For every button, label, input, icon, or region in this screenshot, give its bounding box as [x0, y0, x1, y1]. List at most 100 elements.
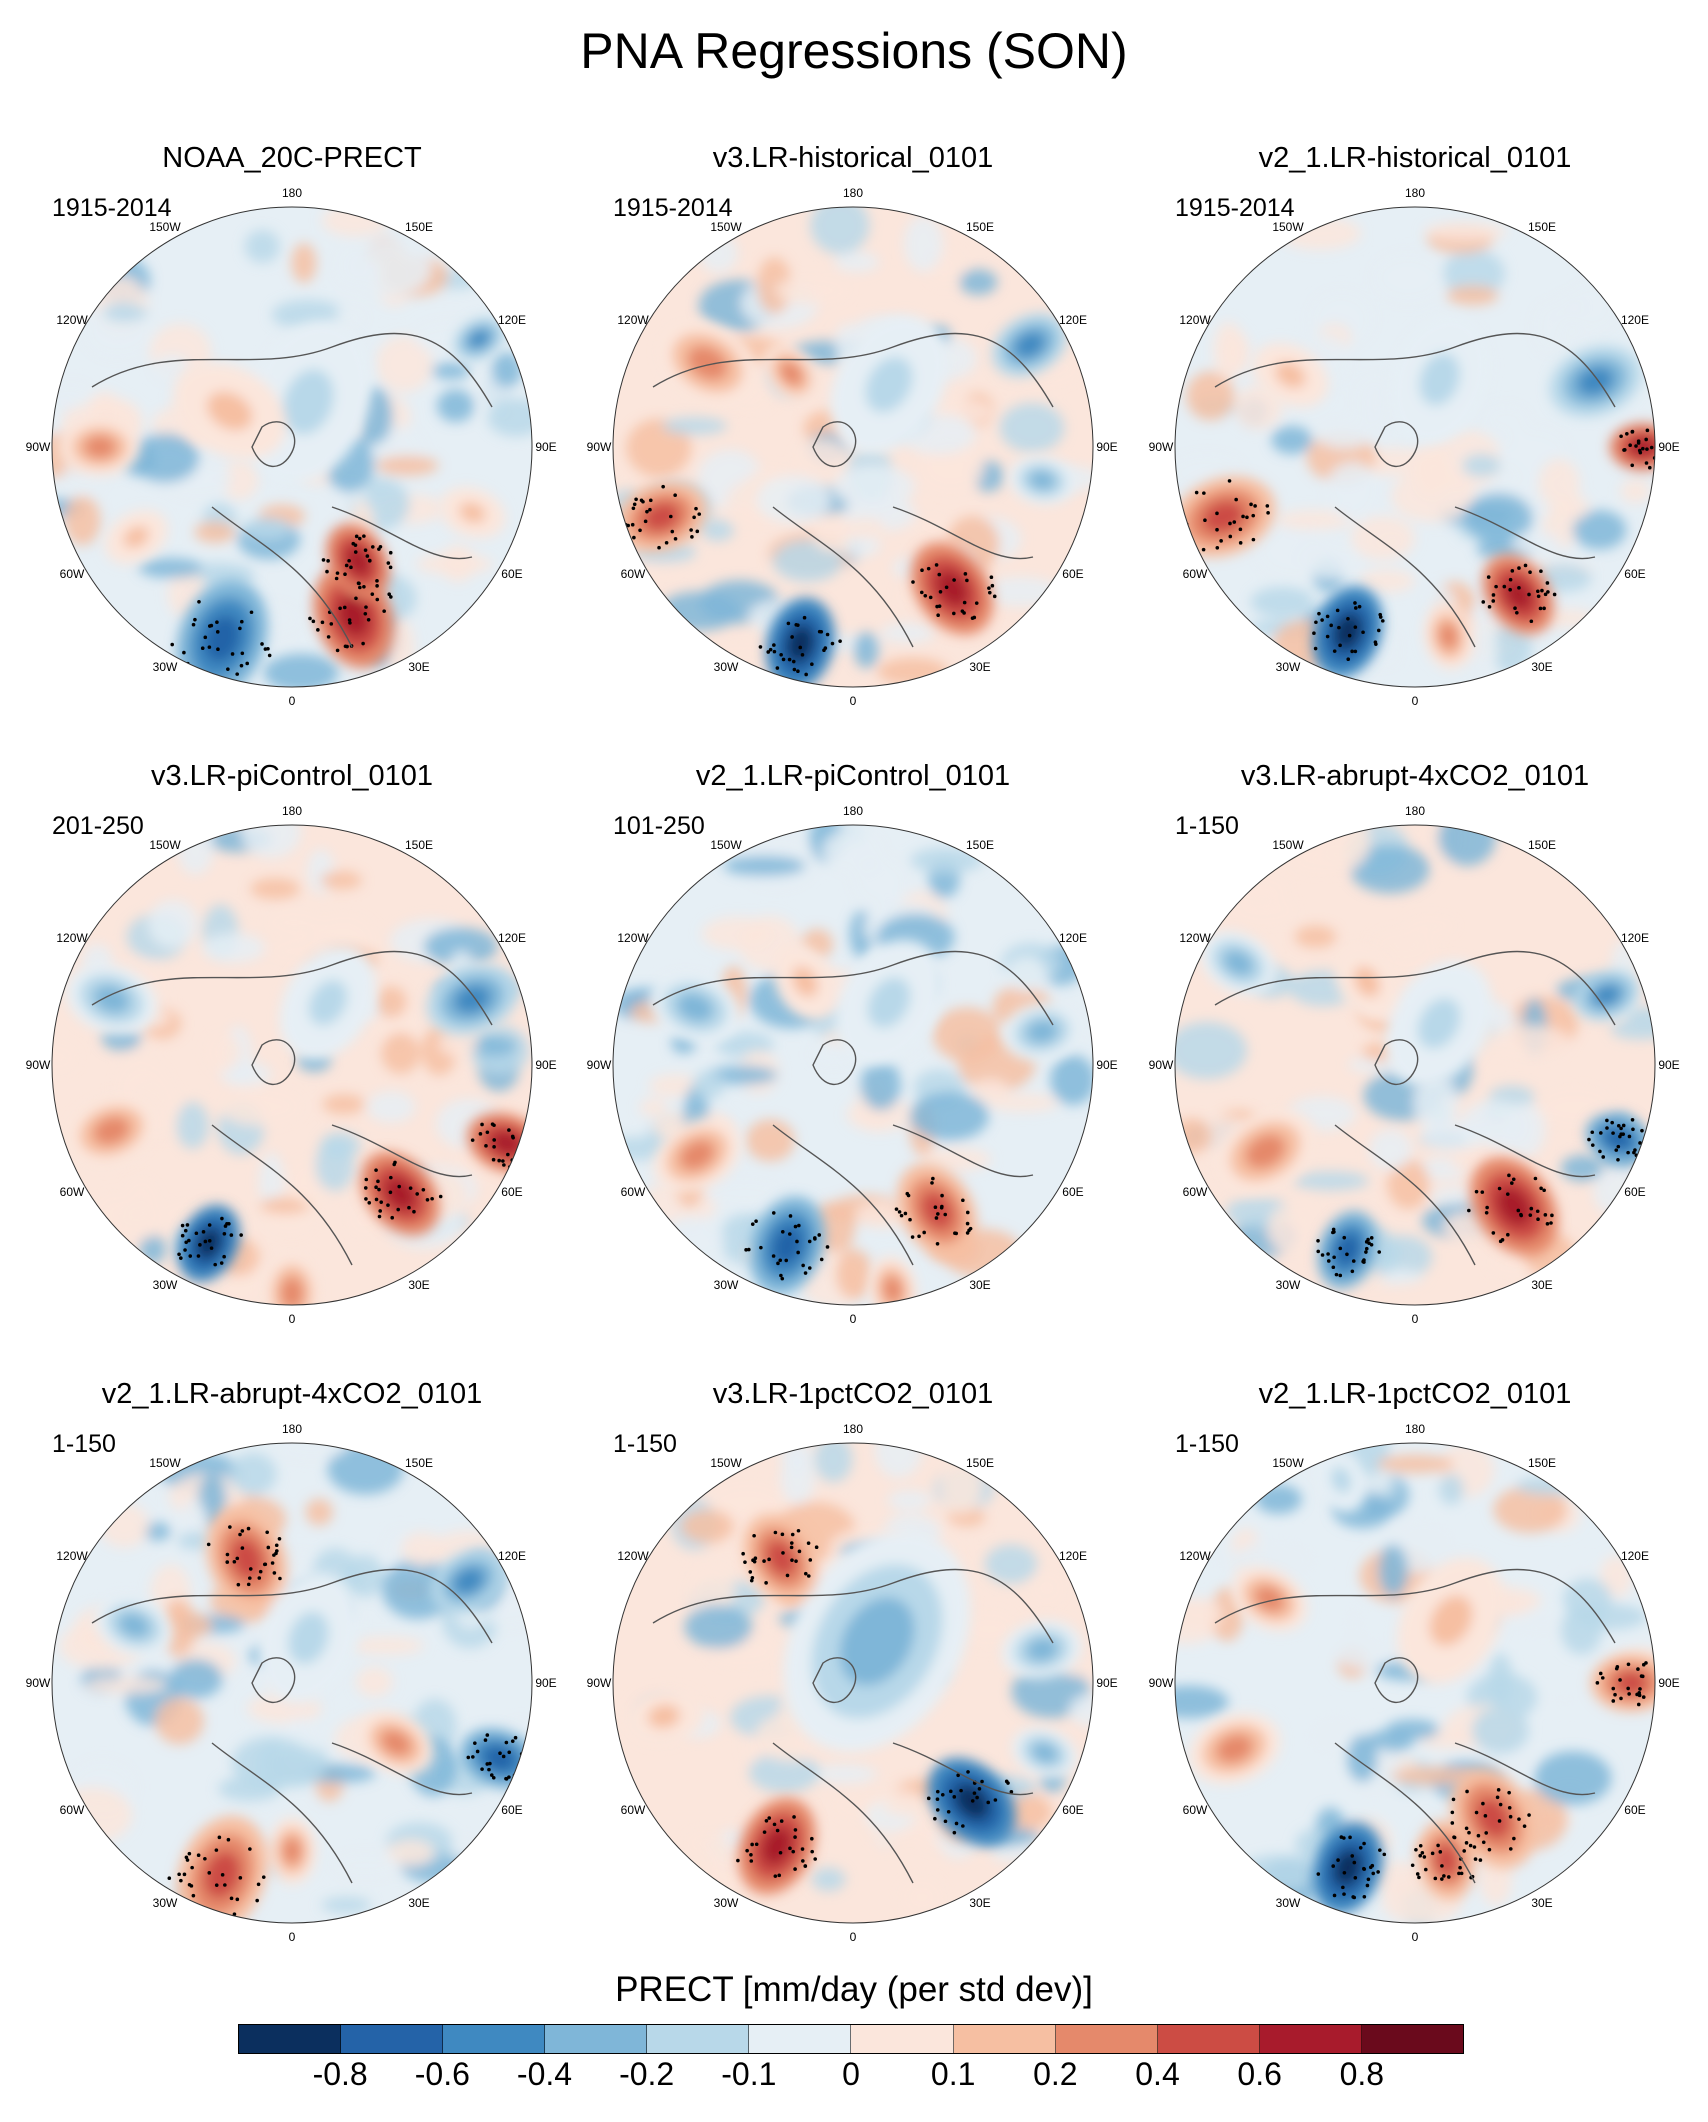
significance-dot [1542, 1188, 1546, 1193]
significance-dot [1314, 620, 1318, 625]
significance-dot [408, 1186, 413, 1190]
longitude-label: 150E [966, 220, 994, 234]
significance-dot [272, 1553, 276, 1557]
significance-dot [386, 1203, 390, 1207]
significance-dot [1485, 1205, 1489, 1210]
significance-dot [228, 1525, 232, 1529]
map-panel: v2_1.LR-abrupt-4xCO2_0101 1-150 180 150E 120… [12, 1378, 572, 1968]
significance-dot [1598, 1671, 1603, 1676]
panel-title: NOAA_20C-PRECT [162, 142, 422, 174]
significance-dot [1326, 1259, 1331, 1263]
significance-dot [648, 507, 652, 512]
significance-dot [1523, 563, 1528, 568]
significance-dot [1468, 1843, 1473, 1848]
significance-dot [1353, 1875, 1358, 1880]
significance-dot [1312, 631, 1316, 636]
significance-dot [938, 589, 943, 594]
significance-dot [946, 1809, 951, 1814]
significance-dot [370, 545, 375, 549]
map-boundary [51, 1442, 533, 1924]
significance-dot [1601, 1155, 1606, 1159]
significance-dot [780, 1276, 785, 1281]
significance-dot [1495, 1795, 1500, 1800]
significance-dot [1618, 1678, 1622, 1682]
significance-dot [771, 1254, 776, 1258]
significance-dot [1249, 502, 1253, 507]
significance-dot [240, 651, 245, 656]
significance-dot [1348, 1835, 1352, 1840]
significance-dot [806, 1574, 811, 1578]
significance-dot [389, 595, 393, 599]
significance-dot [956, 1773, 960, 1778]
significance-dot [1552, 592, 1557, 597]
significance-dot [326, 635, 331, 639]
significance-dot [948, 1789, 953, 1794]
significance-dot [1508, 1814, 1513, 1819]
significance-dot [274, 1543, 279, 1548]
significance-dot [819, 629, 824, 634]
significance-dot [952, 1830, 957, 1835]
panel-period: 1915-2014 [613, 194, 733, 222]
longitude-label: 30W [714, 1278, 739, 1292]
significance-dot [392, 1162, 397, 1167]
significance-dot [438, 1194, 443, 1199]
significance-dot [1611, 1131, 1615, 1135]
significance-dot [779, 1273, 783, 1278]
significance-dot [334, 576, 339, 581]
significance-dot [784, 1258, 789, 1263]
significance-dot [344, 563, 349, 568]
significance-dot [669, 514, 673, 519]
significance-dot [347, 618, 352, 622]
significance-dot [1338, 1246, 1343, 1251]
significance-dot [1228, 521, 1232, 526]
significance-dot [374, 1185, 378, 1190]
significance-dot [1619, 1126, 1623, 1131]
colorbar-tick-label: 0.6 [1237, 2056, 1282, 2092]
significance-dot [1633, 1148, 1637, 1152]
significance-dot [378, 1209, 382, 1213]
significance-dot [645, 509, 649, 514]
significance-dot [894, 1207, 899, 1211]
significance-dot [379, 1200, 384, 1204]
significance-dot [780, 1532, 785, 1537]
significance-dot [421, 1187, 426, 1192]
significance-dot [215, 620, 219, 625]
significance-dot [1519, 1212, 1523, 1217]
significance-dot [1595, 1681, 1600, 1685]
significance-dot [1507, 1805, 1512, 1810]
significance-dot [801, 1859, 805, 1863]
significance-dot [1506, 1232, 1510, 1237]
longitude-label: 0 [850, 1930, 857, 1944]
significance-dot [1347, 633, 1352, 638]
significance-dot [386, 561, 391, 565]
significance-dot [248, 1576, 252, 1580]
significance-dot [527, 1743, 532, 1747]
significance-dot [749, 1859, 754, 1863]
significance-dot [1605, 1126, 1609, 1130]
significance-dot [239, 619, 244, 624]
significance-dot [1452, 1835, 1456, 1839]
significance-dot [1251, 513, 1256, 518]
significance-dot [1536, 589, 1540, 594]
significance-dot [775, 1828, 780, 1833]
longitude-label: 120W [1179, 1549, 1211, 1563]
significance-dot [792, 667, 797, 672]
significance-dot [347, 558, 351, 563]
significance-dot [263, 647, 268, 651]
significance-dot [910, 1235, 915, 1239]
significance-dot [745, 1848, 749, 1853]
colorbar-segment [341, 2025, 444, 2053]
significance-dot [1621, 1123, 1626, 1128]
significance-dot [222, 1231, 227, 1236]
significance-dot [1550, 1213, 1554, 1218]
significance-dot [363, 548, 368, 552]
significance-dot [954, 1821, 959, 1826]
significance-dot [750, 1222, 755, 1226]
significance-dot [209, 1246, 214, 1250]
colorbar-tick-label: 0.8 [1339, 2056, 1385, 2092]
significance-dot [987, 590, 992, 595]
significance-dot [507, 1128, 511, 1132]
longitude-label: 120W [56, 931, 88, 945]
significance-dot [1447, 1875, 1451, 1879]
anomaly-blobs [615, 312, 1076, 687]
